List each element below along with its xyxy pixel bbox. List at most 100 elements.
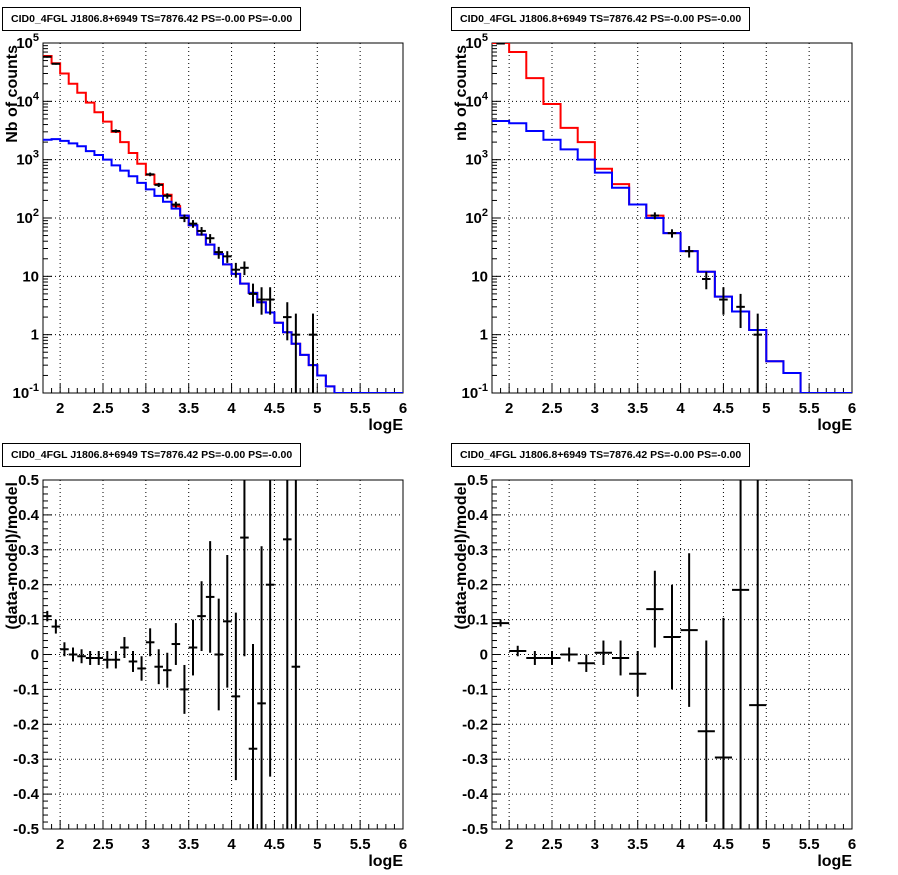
data-point: [577, 654, 595, 672]
y-tick-label: 0.1: [467, 612, 488, 629]
plot-frame: [491, 479, 853, 830]
x-tick-label: 5: [762, 836, 770, 853]
x-axis-label: logE: [368, 417, 403, 434]
data-layer: [492, 43, 852, 393]
data-point: [163, 652, 172, 688]
y-tick-label: 0.2: [18, 577, 39, 594]
y-tick-label: -0.3: [462, 751, 488, 768]
data-point: [749, 480, 767, 829]
plot-frame: [42, 42, 404, 394]
panel-title-3: CID0_4FGL J1806.8+6949 TS=7876.42 PS=-0.…: [2, 443, 302, 467]
y-tick-label: 0.4: [18, 507, 40, 524]
data-point: [291, 480, 301, 829]
data-point: [205, 234, 215, 244]
data-point: [154, 649, 163, 685]
data-point: [103, 651, 112, 669]
y-tick-label: 105: [465, 32, 488, 52]
axis-ticks: [42, 42, 404, 394]
model-series-component-step: [43, 138, 403, 393]
x-tick-label: 6: [848, 400, 856, 417]
data-point: [663, 584, 681, 690]
data-point: [51, 62, 61, 65]
y-tick-label: 104: [465, 90, 489, 110]
x-tick-label: 3: [142, 400, 150, 417]
data-point: [240, 261, 249, 276]
x-tick-label: 5: [313, 400, 321, 417]
data-point: [43, 610, 52, 622]
x-tick-label: 5.5: [799, 400, 820, 417]
x-tick-label: 3: [142, 836, 150, 853]
y-tick-label: 104: [16, 90, 40, 110]
y-tick-label: -0.3: [13, 751, 39, 768]
data-point: [197, 227, 206, 236]
x-tick-label: 2.5: [542, 836, 563, 853]
y-tick-label: -0.4: [13, 786, 40, 803]
data-point: [496, 43, 505, 45]
data-layer: [43, 54, 403, 393]
x-tick-label: 3: [591, 836, 599, 853]
data-point: [667, 229, 677, 238]
data-point: [94, 651, 103, 665]
data-point: [291, 313, 301, 393]
data-point: [684, 246, 694, 258]
x-tick-label: 5.5: [350, 836, 371, 853]
x-tick-label: 2.5: [542, 400, 563, 417]
x-tick-label: 2: [56, 400, 64, 417]
data-points: [43, 480, 301, 829]
x-tick-label: 4: [676, 400, 685, 417]
data-point: [248, 644, 258, 829]
data-point: [137, 656, 146, 681]
x-tick-label: 4.5: [264, 836, 285, 853]
y-tick-label: 0: [480, 647, 488, 664]
plot-frame: [42, 479, 404, 830]
y-tick-label: 0: [31, 647, 39, 664]
y-tick-label: -0.5: [13, 821, 39, 838]
x-tick-label: 5.5: [799, 836, 820, 853]
data-point: [732, 480, 750, 829]
data-point: [283, 480, 292, 829]
x-tick-label: 3.5: [627, 400, 648, 417]
data-point: [180, 214, 189, 223]
x-tick-label: 2.5: [93, 400, 114, 417]
data-point: [257, 546, 266, 829]
data-point: [188, 619, 198, 676]
y-tick-label: 102: [465, 207, 488, 227]
data-point: [231, 612, 241, 781]
x-tick-label: 3: [591, 400, 599, 417]
y-axis-label: nb of counts: [453, 45, 470, 141]
data-point: [171, 623, 181, 665]
data-point: [85, 651, 95, 665]
data-point: [223, 251, 232, 263]
data-points: [43, 55, 318, 393]
grid-lines: [492, 42, 853, 394]
x-tick-label: 2: [505, 400, 513, 417]
y-tick-label: -0.2: [13, 716, 39, 733]
data-point: [163, 193, 172, 199]
y-axis-label: (data-model)/model: [453, 482, 470, 630]
y-tick-label: 102: [16, 207, 39, 227]
x-axis-label: logE: [817, 417, 852, 434]
data-point: [197, 581, 206, 652]
data-point: [248, 283, 258, 307]
x-tick-label: 4: [227, 836, 236, 853]
y-tick-label: 0.3: [467, 542, 488, 559]
y-tick-label: -0.4: [462, 786, 489, 803]
data-layer: [492, 480, 767, 829]
x-tick-label: 6: [399, 400, 407, 417]
data-point: [214, 246, 223, 259]
x-tick-label: 2.5: [93, 836, 114, 853]
x-axis-label: logE: [368, 853, 403, 870]
data-point: [188, 220, 198, 228]
data-point: [283, 302, 292, 341]
y-tick-label: 105: [16, 32, 39, 52]
model-series-component-step: [492, 120, 852, 393]
y-tick-label: 10: [22, 268, 39, 285]
data-point: [231, 262, 241, 278]
data-point: [680, 553, 698, 707]
y-tick-label: 103: [16, 149, 39, 169]
data-point: [629, 651, 647, 697]
data-point: [308, 313, 318, 393]
